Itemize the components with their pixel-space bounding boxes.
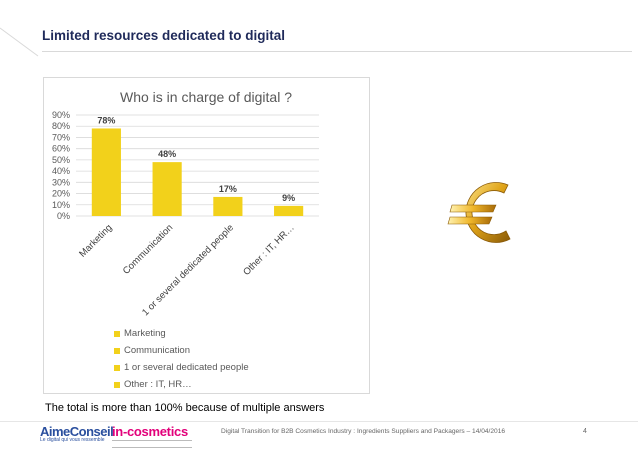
legend-swatch bbox=[114, 330, 120, 337]
chart-title: Who is in charge of digital ? bbox=[120, 89, 292, 105]
legend-label: 1 or several dedicated people bbox=[124, 362, 249, 373]
x-tick-label: Marketing bbox=[77, 222, 114, 259]
corner-decoration bbox=[0, 27, 39, 57]
footer-text: Digital Transition for B2B Cosmetics Ind… bbox=[221, 428, 506, 435]
legend-swatch bbox=[114, 347, 120, 354]
chart-container: Who is in charge of digital ? 0% 10% 20% 30%… bbox=[43, 77, 370, 394]
legend-item: Other : IT, HR… bbox=[114, 376, 249, 393]
bar-chart: Who is in charge of digital ? 0%10%20% 30%… bbox=[52, 89, 319, 318]
legend-item: Communication bbox=[114, 342, 249, 359]
y-tick-label: 10% bbox=[52, 200, 70, 210]
legend-swatch bbox=[114, 381, 120, 388]
footer-divider bbox=[0, 421, 638, 422]
data-label: 78% bbox=[97, 115, 115, 125]
aimeconseil-logo: AimeConseil Le digital qui vous ressembl… bbox=[40, 424, 114, 443]
x-tick-label: Communication bbox=[121, 222, 175, 276]
in-cosmetics-logo: in-cosmetics bbox=[112, 424, 192, 448]
legend-label: Marketing bbox=[124, 328, 166, 339]
legend-swatch bbox=[114, 364, 120, 371]
y-tick-label: 30% bbox=[52, 177, 70, 187]
title-divider bbox=[42, 51, 632, 52]
y-tick-label: 90% bbox=[52, 110, 70, 120]
y-tick-label: 50% bbox=[52, 155, 70, 165]
legend-label: Communication bbox=[124, 345, 190, 356]
y-tick-label: 60% bbox=[52, 144, 70, 154]
x-tick-label: Other : IT, HR… bbox=[241, 222, 297, 278]
euro-icon bbox=[446, 173, 526, 253]
page-number: 4 bbox=[583, 428, 587, 435]
bar bbox=[152, 162, 182, 216]
slide-title: Limited resources dedicated to digital bbox=[42, 28, 286, 43]
y-tick-label: 0% bbox=[57, 211, 70, 221]
bar bbox=[91, 128, 121, 216]
footnote: The total is more than 100% because of m… bbox=[45, 402, 325, 414]
y-tick-label: 80% bbox=[52, 121, 70, 131]
bar bbox=[213, 196, 243, 216]
legend-item: 1 or several dedicated people bbox=[114, 359, 249, 376]
data-label: 48% bbox=[158, 149, 176, 159]
bar bbox=[274, 205, 304, 216]
y-tick-label: 70% bbox=[52, 132, 70, 142]
data-label: 9% bbox=[282, 193, 295, 203]
legend-label: Other : IT, HR… bbox=[124, 379, 192, 390]
data-label: 17% bbox=[219, 184, 237, 194]
y-tick-label: 40% bbox=[52, 166, 70, 176]
chart-legend: Marketing Communication 1 or several dedic… bbox=[114, 325, 249, 393]
y-tick-label: 20% bbox=[52, 189, 70, 199]
legend-item: Marketing bbox=[114, 325, 249, 342]
